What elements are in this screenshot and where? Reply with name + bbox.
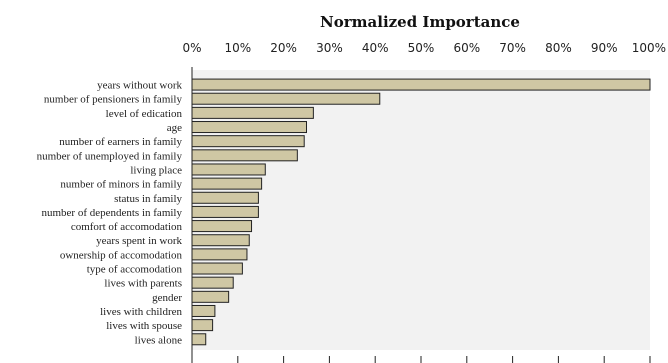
category-label: lives with children [100, 306, 182, 318]
bar [191, 262, 243, 275]
x-tick-label: 100% [632, 41, 666, 55]
bar [191, 135, 305, 148]
category-label: comfort of accomodation [71, 221, 183, 233]
x-tick-label: 10% [224, 41, 251, 55]
bar [191, 290, 230, 303]
x-axis-ticks: 0% 10% 20% 30% 40% 50% 60% 70% 80% 90% 100% [182, 41, 666, 55]
bar [191, 191, 259, 204]
bar [191, 304, 216, 317]
bar [191, 78, 651, 91]
x-tick-label: 20% [270, 41, 297, 55]
category-label: level of edication [106, 108, 183, 120]
category-label: lives with spouse [106, 320, 182, 332]
bar [191, 248, 248, 261]
category-label: years without work [97, 80, 182, 92]
bar [191, 149, 298, 162]
chart-title: Normalized Importance [320, 13, 520, 31]
x-tick-label: 0% [182, 41, 201, 55]
x-tick-label: 40% [362, 41, 389, 55]
category-label: gender [152, 292, 182, 304]
x-tick-label: 60% [453, 41, 480, 55]
bar [191, 121, 307, 134]
x-tick-label: 90% [591, 41, 618, 55]
category-label: ownership of accomodation [60, 249, 183, 261]
category-label: living place [130, 164, 182, 176]
bar [191, 163, 266, 176]
bar [191, 92, 381, 105]
category-label: number of earners in family [59, 136, 182, 148]
bar [191, 205, 259, 218]
bar [191, 220, 253, 233]
category-label: age [167, 122, 182, 134]
category-label: number of unemployed in family [37, 150, 183, 162]
category-label: number of minors in family [60, 179, 182, 191]
category-label: lives alone [135, 334, 182, 346]
category-label: years spent in work [96, 235, 182, 247]
bar [191, 234, 250, 247]
x-tick-label: 70% [499, 41, 526, 55]
x-tick-label: 50% [408, 41, 435, 55]
bar [191, 106, 314, 119]
bar [191, 319, 214, 332]
category-labels: years without work number of pensioners i… [37, 80, 183, 347]
category-label: number of pensioners in family [44, 94, 183, 106]
category-label: lives with parents [104, 278, 182, 290]
bar [191, 333, 207, 346]
x-tick-label: 30% [316, 41, 343, 55]
bar [191, 177, 263, 190]
category-label: number of dependents in family [41, 207, 182, 219]
x-axis-bottom-ticks [191, 356, 651, 363]
category-label: type of accomodation [87, 264, 183, 276]
category-label: status in family [114, 193, 182, 205]
bar [191, 276, 234, 289]
x-tick-label: 80% [545, 41, 572, 55]
